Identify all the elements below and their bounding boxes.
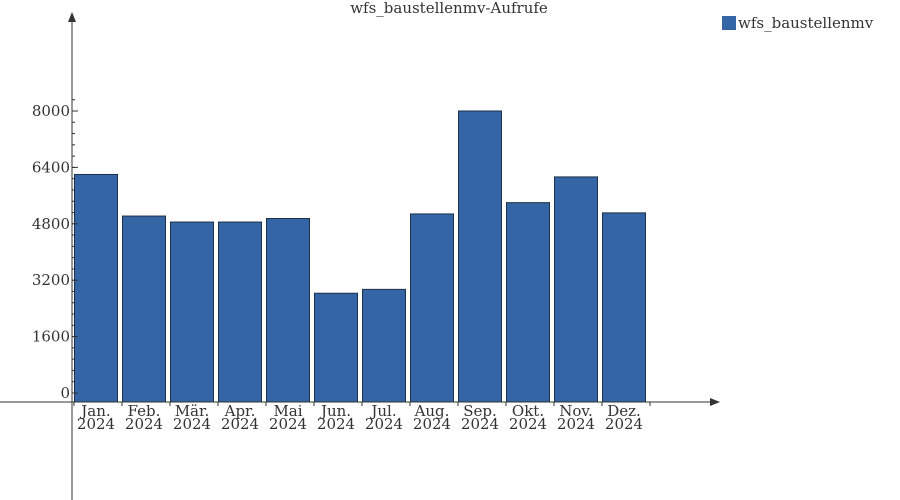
- x-tick-label-year: 2024: [557, 415, 595, 433]
- x-tick-label-year: 2024: [221, 415, 259, 433]
- bar-5: [266, 218, 310, 403]
- x-axis-arrow: [710, 398, 720, 406]
- x-tick-label-year: 2024: [269, 415, 307, 433]
- x-tick-label-month: Sep.: [463, 402, 497, 420]
- y-tick-label: 3200: [32, 271, 70, 289]
- bar-4: [218, 221, 262, 403]
- chart-title: wfs_baustellenmv-Aufrufe: [350, 0, 548, 17]
- x-tick-label-month: Nov.: [559, 402, 593, 420]
- bar-8: [410, 213, 454, 403]
- legend-swatch: [722, 16, 736, 30]
- bar-12: [602, 212, 646, 403]
- x-tick-label-year: 2024: [173, 415, 211, 433]
- y-tick-label: 4800: [32, 215, 70, 233]
- x-tick-label-year: 2024: [605, 415, 643, 433]
- bar-9: [458, 110, 502, 403]
- bar-6: [314, 292, 358, 403]
- y-axis-arrow: [68, 12, 76, 22]
- x-tick-label-month: Okt.: [512, 402, 544, 420]
- bar-7: [362, 288, 406, 403]
- bar-1: [74, 173, 118, 403]
- x-tick-label-month: Dez.: [607, 402, 641, 420]
- x-tick-label-year: 2024: [461, 415, 499, 433]
- x-tick-label-month: Apr.: [224, 402, 256, 420]
- x-tick-label-year: 2024: [509, 415, 547, 433]
- bars-group: [74, 110, 646, 403]
- y-tick-label: 0: [60, 384, 70, 402]
- bar-3: [170, 221, 214, 403]
- x-tick-label-month: Jun.: [319, 402, 351, 420]
- y-axis: 0 1600 3200 4800 6400 8000: [32, 12, 78, 500]
- x-axis: Jan.2024Feb.2024Mär.2024Apr.2024Mai2024J…: [0, 398, 720, 433]
- x-tick-label-month: Jan.: [79, 402, 110, 420]
- y-tick-label: 1600: [32, 328, 70, 346]
- x-tick-label-year: 2024: [365, 415, 403, 433]
- x-tick-label-year: 2024: [317, 415, 355, 433]
- x-tick-label-year: 2024: [77, 415, 115, 433]
- x-tick-label-year: 2024: [125, 415, 163, 433]
- x-tick-label-month: Feb.: [128, 402, 161, 420]
- bar-10: [506, 202, 550, 403]
- x-tick-label-month: Mai: [273, 402, 302, 420]
- x-tick-label-month: Aug.: [414, 402, 450, 420]
- x-tick-label-month: Mär.: [175, 402, 210, 420]
- bar-2: [122, 215, 166, 403]
- y-tick-label: 8000: [32, 102, 70, 120]
- legend: wfs_baustellenmv: [722, 14, 874, 32]
- legend-label: wfs_baustellenmv: [738, 14, 874, 32]
- x-tick-label-year: 2024: [413, 415, 451, 433]
- y-tick-label: 6400: [32, 158, 70, 176]
- x-tick-label-month: Jul.: [369, 402, 396, 420]
- bar-11: [554, 176, 598, 403]
